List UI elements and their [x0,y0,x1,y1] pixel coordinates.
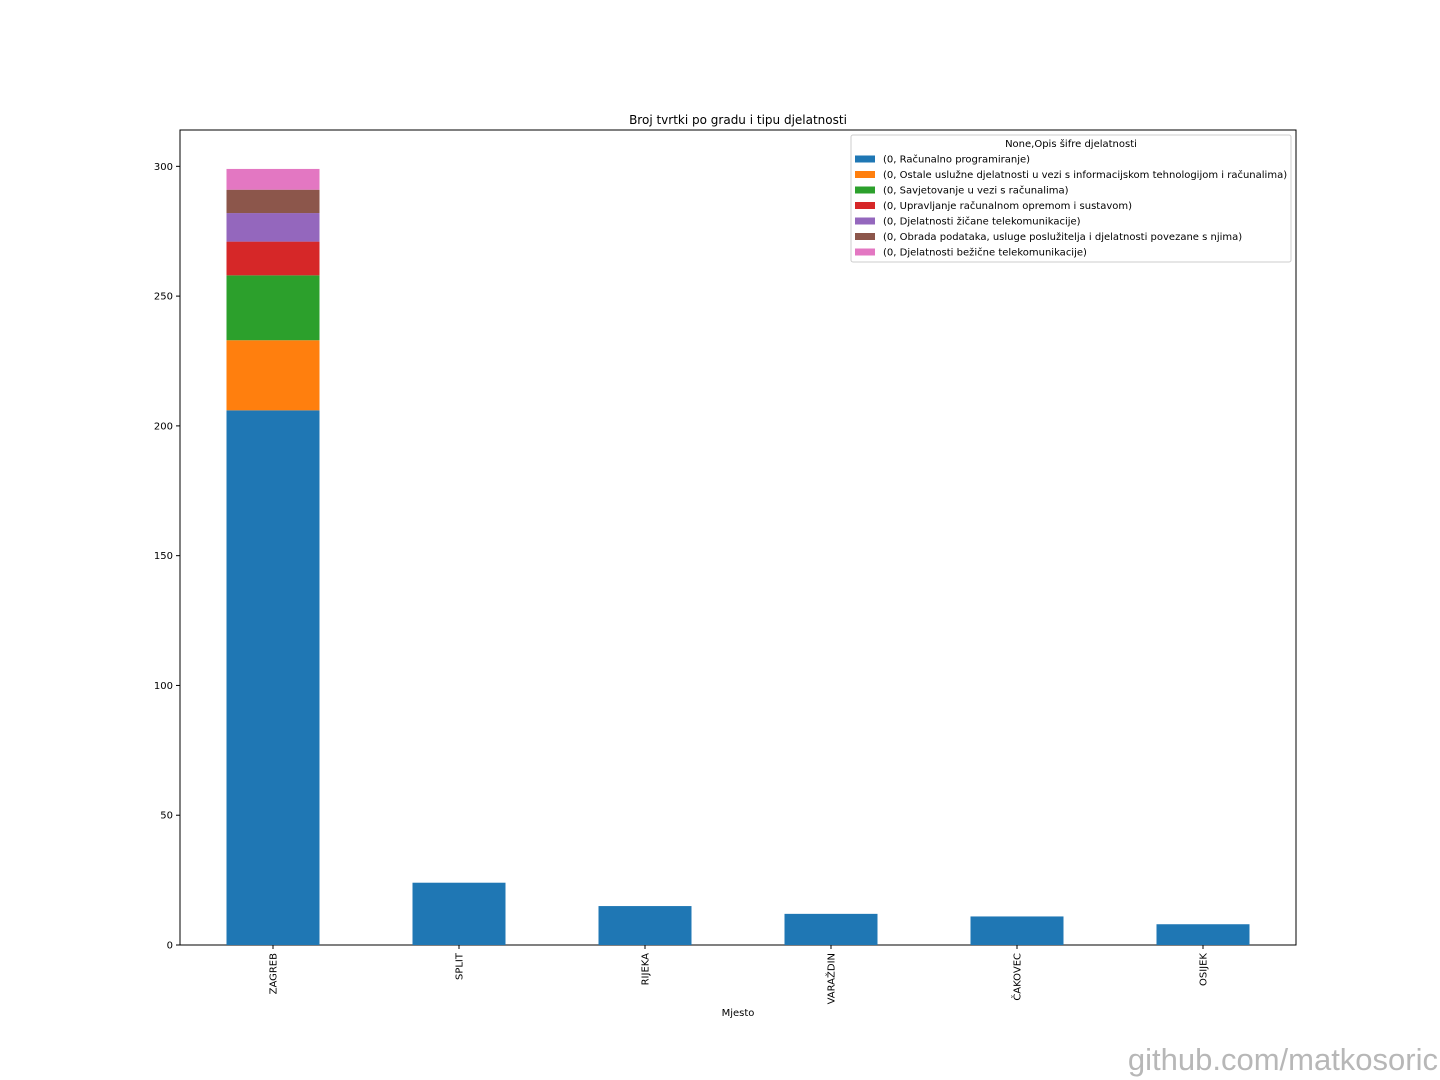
y-tick-label: 0 [167,941,173,952]
y-tick-label: 150 [154,551,173,562]
bars [226,168,1250,945]
legend-swatch [855,155,875,163]
y-axis: 0 50 100 150 200 250 300 [154,162,180,952]
plot-area [179,129,1297,946]
x-tick-label: ČAKOVEC [1011,953,1024,1001]
legend: None,Opis šifre djelatnosti (0, Računalno… [850,134,1292,263]
legend-label: (0, Obrada podataka, usluge poslužitelja… [883,231,1242,243]
y-tick-label: 100 [154,681,173,692]
x-tick-label: RIJEKA [641,953,652,986]
bar-segment [226,168,320,190]
bar-segment [784,913,878,945]
y-tick-label: 250 [154,292,173,303]
x-axis-label: Mjesto [722,1008,755,1019]
legend-label: (0, Djelatnosti bežične telekomunikacije… [883,247,1087,259]
legend-label: (0, Upravljanje računalnom opremom i sus… [883,200,1132,212]
legend-swatch [855,217,875,225]
legend-swatch [855,171,875,178]
y-tick-label: 50 [160,811,173,822]
legend-label: (0, Savjetovanje u vezi s računalima) [883,185,1069,197]
bar-segment [226,213,320,242]
bar-segment [226,241,320,276]
bar-segment [226,275,320,341]
legend-title: None,Opis šifre djelatnosti [1005,138,1137,150]
x-tick-label: SPLIT [455,952,466,980]
legend-swatch [855,248,875,256]
legend-label: (0, Djelatnosti žičane telekomunikacije) [883,216,1081,228]
chart-title: Broj tvrtki po gradu i tipu djelatnosti [629,113,847,127]
legend-box [850,134,1292,263]
legend-swatch [855,202,875,209]
watermark: github.com/matkosoric [1127,1042,1438,1077]
y-tick-label: 200 [154,421,173,432]
legend-swatch [855,233,875,240]
y-tick-label: 300 [154,162,173,173]
x-tick-label: OSIJEK [1199,953,1210,986]
bar-segment [226,189,320,214]
x-axis: ZAGREB SPLIT RIJEKA VARAŽDIN ČAKOVEC OSIJEK [269,945,1210,1004]
bar-segment [598,906,692,945]
legend-label: (0, Računalno programiranje) [883,154,1030,166]
bar-segment [970,916,1064,945]
bar-segment [1156,924,1250,945]
legend-label: (0, Ostale uslužne djelatnosti u vezi s … [883,169,1287,181]
bar-segment [412,882,506,945]
plot-frame [179,129,1297,946]
x-tick-label: ZAGREB [269,953,280,995]
x-tick-label: VARAŽDIN [825,953,838,1004]
bar-segment [226,410,320,945]
legend-swatch [855,186,875,194]
bar-segment [226,340,320,411]
